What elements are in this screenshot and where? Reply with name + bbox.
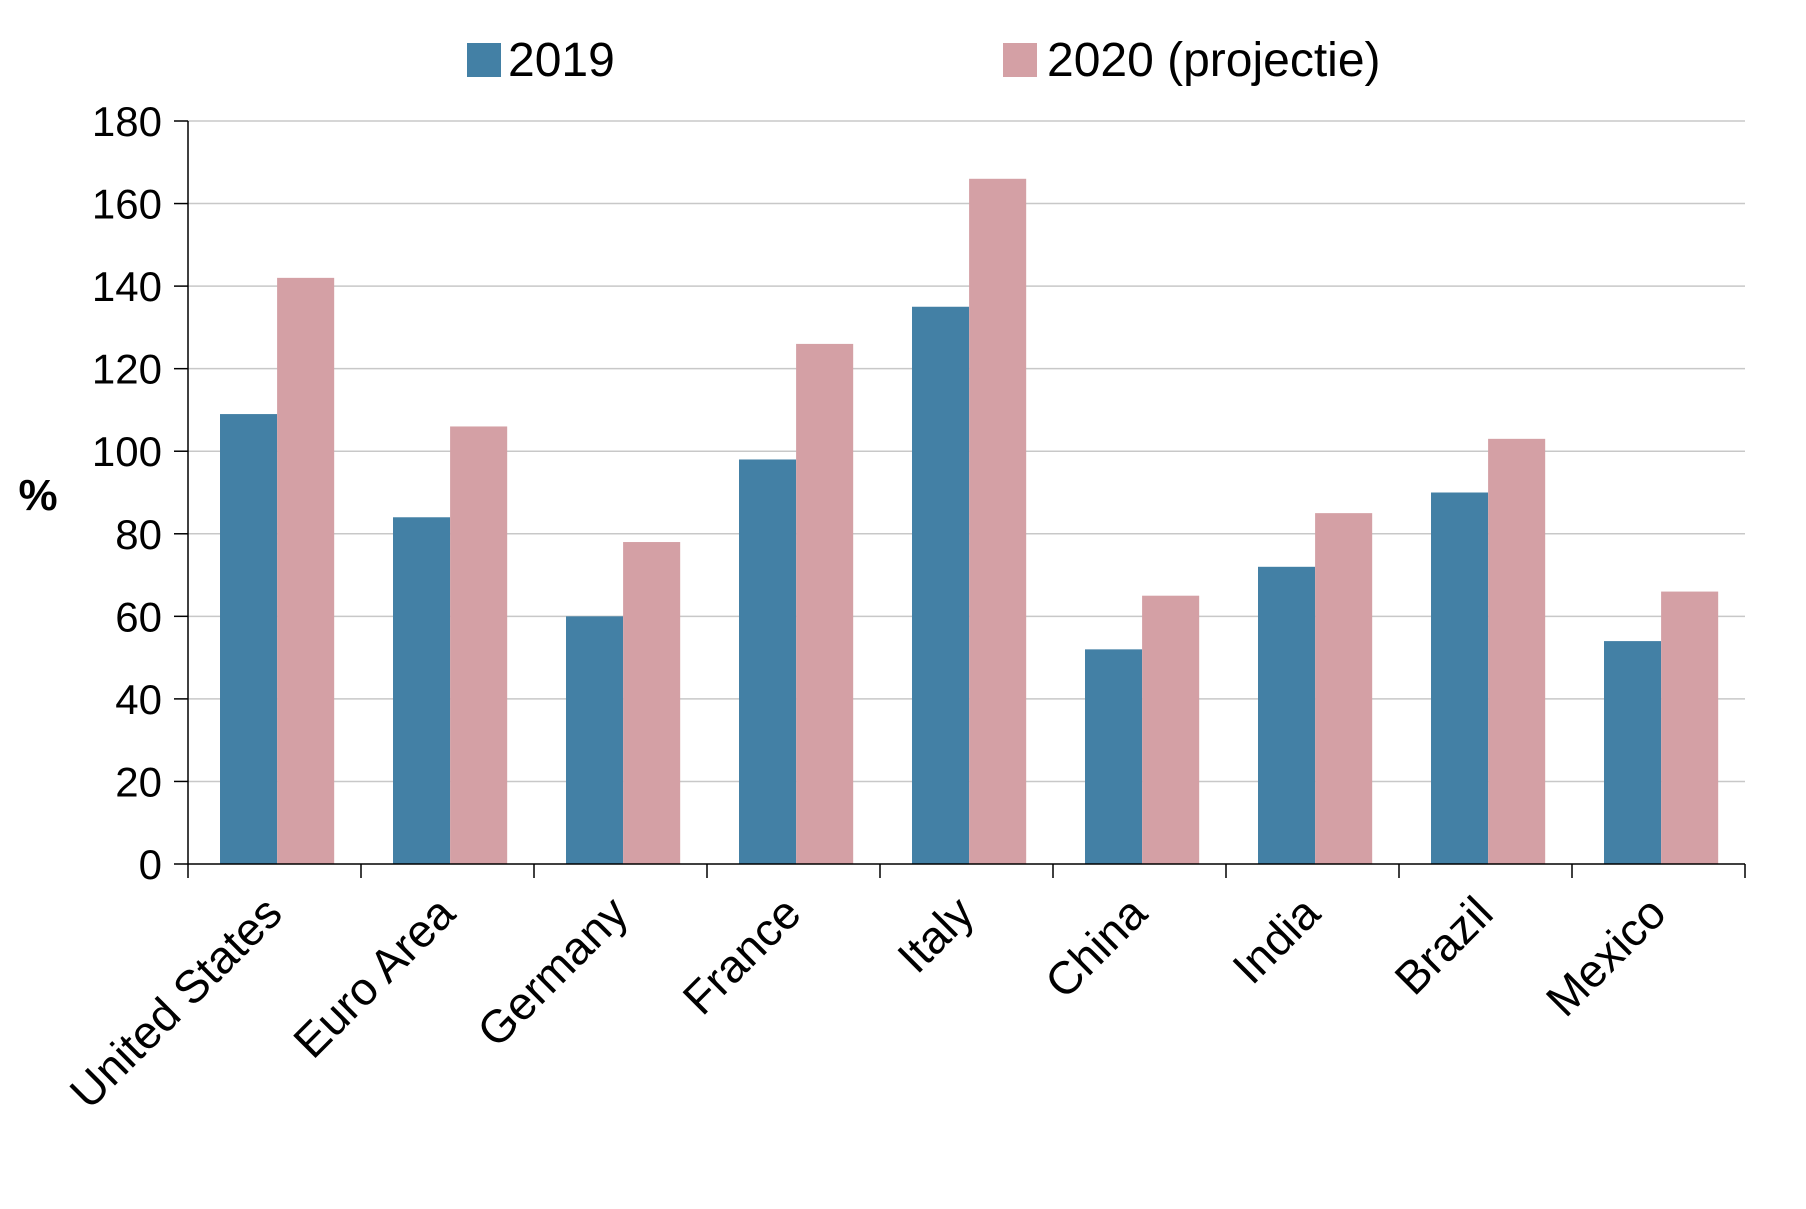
y-tick-label: 20 <box>115 758 162 805</box>
legend-swatch <box>1003 43 1037 77</box>
legend-label: 2020 (projectie) <box>1047 34 1381 87</box>
y-tick-label: 180 <box>92 98 162 145</box>
y-tick-label: 120 <box>92 346 162 393</box>
x-category-label: Brazil <box>1384 886 1502 1004</box>
x-category-label: India <box>1222 886 1330 994</box>
axes <box>174 120 1746 878</box>
bar-series-1-india <box>1258 566 1316 864</box>
bar-series-1-china <box>1085 649 1143 864</box>
legend-swatch <box>467 43 501 77</box>
y-axis-label: % <box>18 471 57 520</box>
x-category-label: China <box>1035 886 1157 1008</box>
bar-series-2-italy <box>969 178 1027 865</box>
y-tick-label: 0 <box>139 841 162 888</box>
y-tick-label: 160 <box>92 181 162 228</box>
bar-series-2-euro-area <box>450 426 508 864</box>
bar-series-1-brazil <box>1431 492 1489 864</box>
legend-label: 2019 <box>508 34 615 87</box>
y-tick-labels: 0 20 40 60 80 100 120 140 160 180 <box>92 98 162 888</box>
bar-series-2-germany <box>623 542 681 864</box>
bar-series-2-mexico <box>1661 591 1719 864</box>
bar-series-1-mexico <box>1604 641 1662 864</box>
bar-series-1-euro-area <box>393 517 451 864</box>
bar-series-1-italy <box>912 306 970 864</box>
bars <box>220 178 1719 865</box>
bar-series-1-united-states <box>220 414 278 864</box>
bar-series-1-france <box>739 459 797 864</box>
x-category-label: Germany <box>467 886 638 1057</box>
x-category-label: United States <box>60 886 292 1118</box>
bar-series-1-germany <box>566 616 624 864</box>
y-tick-label: 100 <box>92 428 162 475</box>
bar-series-2-india <box>1315 513 1373 864</box>
y-tick-label: 40 <box>115 676 162 723</box>
bar-series-2-united-states <box>277 277 335 864</box>
x-category-label: France <box>673 886 811 1024</box>
y-tick-label: 80 <box>115 511 162 558</box>
y-tick-label: 60 <box>115 593 162 640</box>
bar-series-2-brazil <box>1488 438 1546 864</box>
x-category-label: Euro Area <box>283 886 465 1068</box>
x-category-label: Italy <box>887 886 983 982</box>
bar-series-2-france <box>796 343 854 864</box>
legend: 2019 2020 (projectie) <box>467 34 1381 87</box>
x-category-label: Mexico <box>1536 886 1676 1026</box>
bar-series-2-china <box>1142 595 1200 864</box>
y-tick-label: 140 <box>92 263 162 310</box>
